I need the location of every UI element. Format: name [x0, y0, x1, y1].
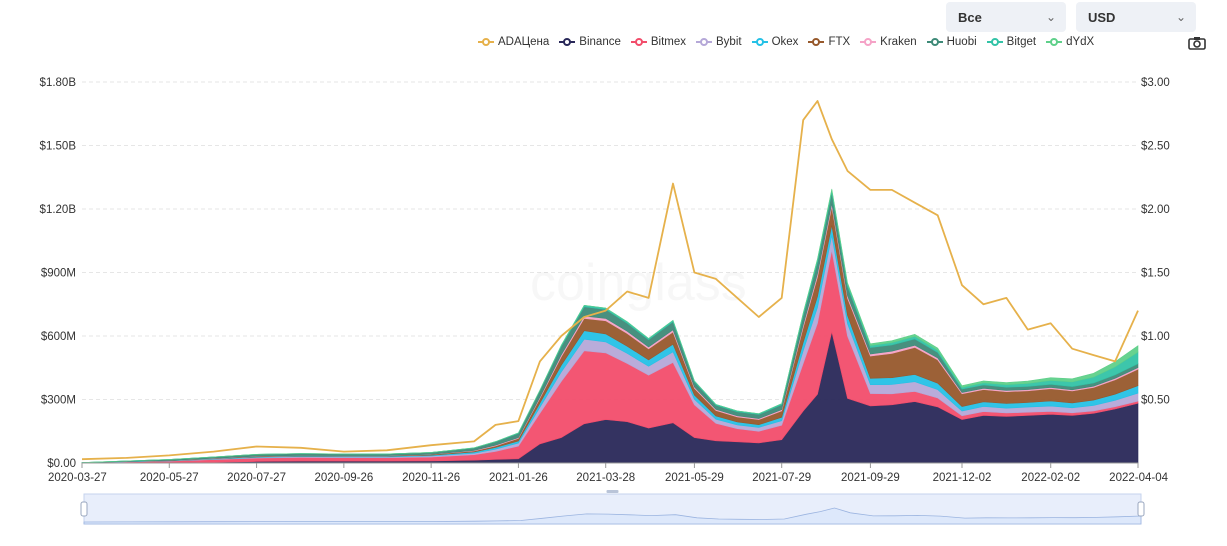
chart-legend: ADAЦена Binance Bitmex Bybit Okex FTX Kraken Hu… [478, 36, 1094, 48]
y-left-tick-label: $900M [41, 268, 76, 280]
legend-marker [751, 37, 768, 47]
legend-label: Binance [579, 36, 621, 48]
navigator-drag-grip[interactable] [606, 490, 619, 493]
legend-label: dYdX [1066, 36, 1095, 48]
navigator-right-handle[interactable] [1137, 501, 1145, 517]
legend-label: Okex [771, 36, 799, 48]
x-tick-label: 2021-07-29 [752, 472, 811, 484]
currency-select-value: USD [1088, 9, 1116, 25]
x-tick-label: 2020-11-26 [402, 472, 460, 484]
price-line-layer [81, 100, 1139, 461]
y-left-tick-label: $300M [41, 395, 76, 407]
legend-item-huobi[interactable]: Huobi [926, 36, 977, 48]
chevron-down-icon: ⌄ [1045, 10, 1056, 24]
navigator-left-handle[interactable] [80, 501, 88, 517]
legend-item-bitmex[interactable]: Bitmex [630, 36, 687, 48]
legend-item-okex[interactable]: Okex [751, 36, 799, 48]
legend-marker [559, 37, 576, 47]
y-left-tick-label: $0.00 [47, 458, 76, 470]
legend-marker [1046, 37, 1063, 47]
legend-marker [986, 37, 1003, 47]
legend-label: Bybit [716, 36, 742, 48]
y-left-tick-label: $1.50B [40, 141, 77, 153]
stacked-areas [81, 188, 1139, 464]
y-right-tick-label: $2.50 [1141, 141, 1170, 153]
y-right-tick-label: $0.50 [1141, 395, 1170, 407]
legend-item-binance[interactable]: Binance [559, 36, 621, 48]
y-right-tick-label: $1.00 [1141, 331, 1170, 343]
x-tick-label: 2020-09-26 [314, 472, 373, 484]
legend-item-ada-price[interactable]: ADAЦена [478, 36, 549, 48]
x-tick-label: 2022-04-04 [1109, 472, 1168, 484]
y-right-tick-label: $1.50 [1141, 268, 1170, 280]
legend-marker [808, 37, 825, 47]
x-tick-label: 2021-05-29 [665, 472, 724, 484]
legend-item-bybit[interactable]: Bybit [696, 36, 742, 48]
y-left-tick-label: $600M [41, 331, 76, 343]
legend-marker [478, 37, 494, 47]
y-right-tick-label: $2.00 [1141, 204, 1170, 216]
area-series-dydx [81, 188, 1139, 463]
y-left-tick-label: $1.80B [40, 77, 77, 89]
x-tick-label: 2020-05-27 [140, 472, 199, 484]
range-navigator[interactable] [80, 490, 1145, 525]
x-tick-label: 2021-12-02 [933, 472, 992, 484]
x-tick-label: 2020-03-27 [48, 472, 107, 484]
range-select[interactable]: Все ⌄ [946, 2, 1066, 32]
legend-label: Kraken [880, 36, 917, 48]
chevron-down-icon: ⌄ [1175, 10, 1186, 24]
legend-label: Huobi [946, 36, 977, 48]
navigator-series [83, 507, 1142, 525]
x-tick-label: 2022-02-02 [1021, 472, 1080, 484]
x-tick-label: 2020-07-27 [227, 472, 286, 484]
legend-label: ADAЦена [498, 36, 550, 48]
y-right-tick-label: $3.00 [1141, 77, 1170, 89]
legend-item-bitget[interactable]: Bitget [986, 36, 1037, 48]
legend-marker [696, 37, 713, 47]
axes: $0.00 $300M $600M $900M $1.20B $1.50B $1.80B $0… [40, 77, 1170, 484]
range-select-value: Все [958, 9, 982, 25]
watermark: coinglass [530, 254, 747, 312]
legend-marker [860, 37, 877, 47]
camera-icon[interactable] [1188, 36, 1206, 50]
legend-marker [630, 37, 647, 47]
legend-item-dydx[interactable]: dYdX [1046, 36, 1094, 48]
x-tick-label: 2021-09-29 [841, 472, 900, 484]
legend-label: FTX [828, 36, 851, 48]
x-tick-label: 2021-03-28 [576, 472, 635, 484]
x-tick-label: 2021-01-26 [489, 472, 548, 484]
currency-select[interactable]: USD ⌄ [1076, 2, 1196, 32]
legend-item-kraken[interactable]: Kraken [860, 36, 917, 48]
price-line-ada [81, 100, 1139, 461]
legend-label: Bitget [1006, 36, 1037, 48]
y-left-tick-label: $1.20B [40, 204, 77, 216]
legend-item-ftx[interactable]: FTX [808, 36, 850, 48]
legend-label: Bitmex [650, 36, 687, 48]
legend-marker [926, 37, 943, 47]
